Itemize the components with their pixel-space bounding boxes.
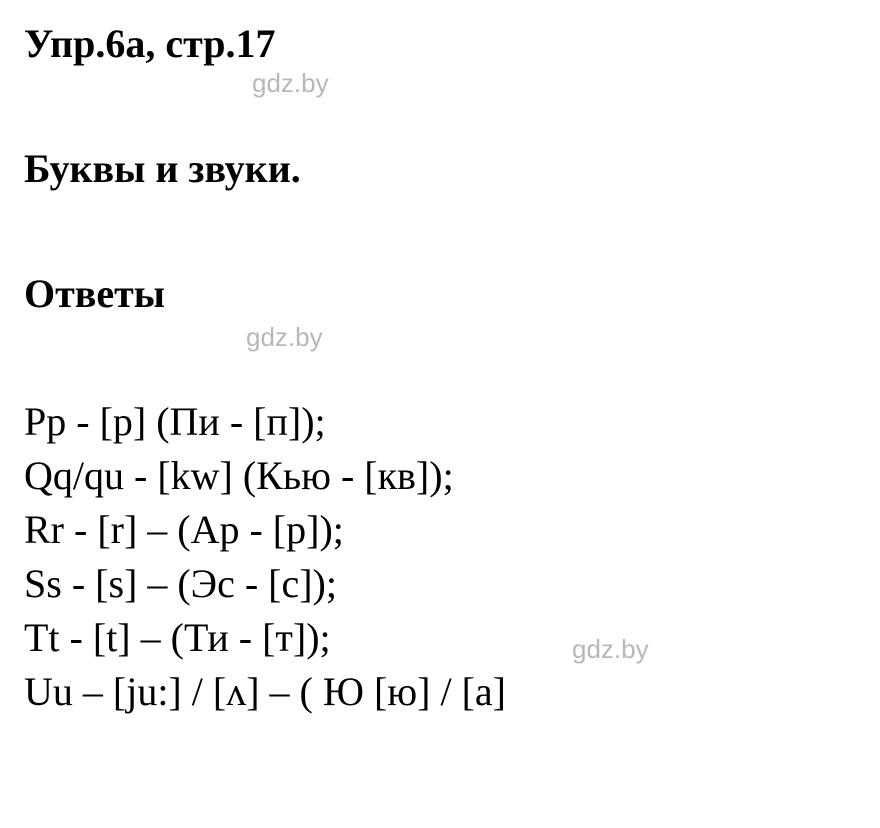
answers-block: Pp - [p] (Пи - [п]); Qq/qu - [kw] (Кью -… [24, 395, 506, 719]
watermark-text: gdz.by [246, 322, 323, 353]
page-root: Упр.6а, стр.17 gdz.by Буквы и звуки. Отв… [0, 0, 880, 828]
answer-line: Tt - [t] – (Ти - [т]); [24, 611, 506, 665]
section-subtitle: Буквы и звуки. [24, 145, 301, 192]
watermark-text: gdz.by [572, 634, 649, 665]
answer-line: Rr - [r] – (Ар - [р]); [24, 503, 506, 557]
answer-line: Ss - [s] – (Эс - [с]); [24, 557, 506, 611]
answer-line: Qq/qu - [kw] (Кью - [кв]); [24, 449, 506, 503]
answers-heading: Ответы [24, 270, 165, 317]
answer-line: Pp - [p] (Пи - [п]); [24, 395, 506, 449]
page-title: Упр.6а, стр.17 [24, 20, 276, 67]
watermark-text: gdz.by [252, 68, 329, 99]
answer-line: Uu – [ju:] / [ʌ] – ( Ю [ю] / [а] [24, 665, 506, 719]
